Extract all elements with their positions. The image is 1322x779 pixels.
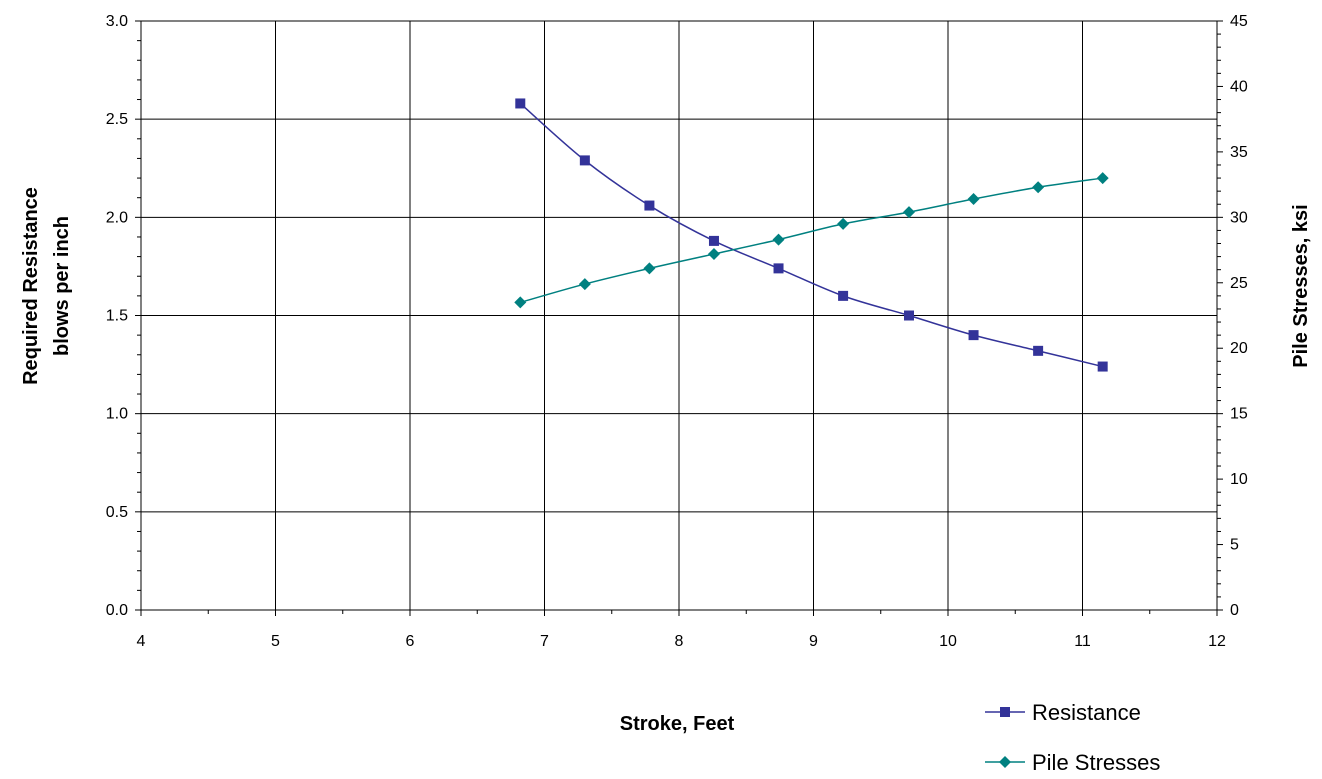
data-point-pile-stresses	[837, 217, 850, 230]
legend-marker-resistance	[1000, 707, 1010, 717]
y-axis-title-line1: Required Resistance	[20, 187, 42, 385]
y2-axis-title: Pile Stresses, ksi	[1290, 204, 1312, 367]
legend-label-resistance: Resistance	[1032, 700, 1141, 725]
grid	[141, 20, 1217, 611]
x-axis-title: Stroke, Feet	[620, 713, 735, 735]
data-point-resistance	[1033, 345, 1044, 356]
legend-marker-pile-stresses	[999, 756, 1011, 768]
data-point-pile-stresses	[578, 278, 591, 291]
y2-tick-label: 0	[1230, 602, 1239, 619]
data-point-resistance	[579, 155, 590, 166]
data-point-pile-stresses	[967, 193, 980, 206]
data-point-resistance	[968, 330, 979, 341]
legend-item-pile-stresses: Pile Stresses	[985, 750, 1160, 775]
y-tick-label: 0.5	[106, 504, 128, 521]
series-line-resistance	[519, 102, 1103, 368]
x-tick-label: 5	[271, 633, 280, 650]
y2-tick-label: 10	[1230, 471, 1248, 488]
data-point-pile-stresses	[643, 262, 656, 275]
data-point-resistance	[644, 200, 655, 211]
data-point-resistance	[903, 310, 914, 321]
data-point-resistance	[773, 263, 784, 274]
data-point-resistance	[838, 290, 849, 301]
x-tick-label: 6	[406, 633, 415, 650]
y-tick-label: 2.5	[106, 111, 128, 128]
y2-tick-label: 40	[1230, 78, 1248, 95]
x-tick-label: 9	[809, 633, 818, 650]
y-tick-label: 1.5	[106, 308, 128, 325]
y2-tick-label: 15	[1230, 406, 1248, 423]
legend-label-pile-stresses: Pile Stresses	[1032, 750, 1160, 775]
data-point-pile-stresses	[772, 233, 785, 246]
series	[514, 98, 1109, 372]
series-line-pile-stresses	[520, 177, 1103, 304]
y2-tick-label: 20	[1230, 340, 1248, 357]
x-tick-label: 12	[1208, 633, 1226, 650]
y-axis-title-line2: blows per inch	[51, 216, 73, 356]
x-tick-label: 11	[1074, 633, 1091, 650]
y2-tick-label: 35	[1230, 144, 1248, 161]
data-point-pile-stresses	[1096, 172, 1109, 185]
y-tick-label: 2.0	[106, 209, 128, 226]
data-point-pile-stresses	[1032, 181, 1045, 194]
axes: 4 5 6 7 8 9 10 11 120.00.51.01.52.02.53.00510152…	[106, 13, 1248, 650]
x-tick-label: 8	[675, 633, 684, 650]
data-point-resistance	[1097, 361, 1108, 372]
y2-tick-label: 25	[1230, 275, 1248, 292]
y-tick-label: 0.0	[106, 602, 128, 619]
x-tick-label: 4	[137, 633, 146, 650]
legend-item-resistance: Resistance	[985, 700, 1141, 725]
y2-tick-label: 45	[1230, 13, 1248, 30]
y-tick-label: 1.0	[106, 406, 128, 423]
y-tick-label: 3.0	[106, 13, 128, 30]
x-tick-label: 7	[540, 633, 549, 650]
y2-tick-label: 5	[1230, 537, 1239, 554]
y2-tick-label: 30	[1230, 209, 1248, 226]
data-point-pile-stresses	[514, 296, 527, 309]
data-point-pile-stresses	[707, 247, 720, 260]
legend: Resistance Pile Stresses	[985, 700, 1160, 775]
data-point-resistance	[515, 98, 526, 109]
x-tick-label: 10	[939, 633, 957, 650]
data-point-resistance	[708, 235, 719, 246]
data-point-pile-stresses	[902, 206, 915, 219]
